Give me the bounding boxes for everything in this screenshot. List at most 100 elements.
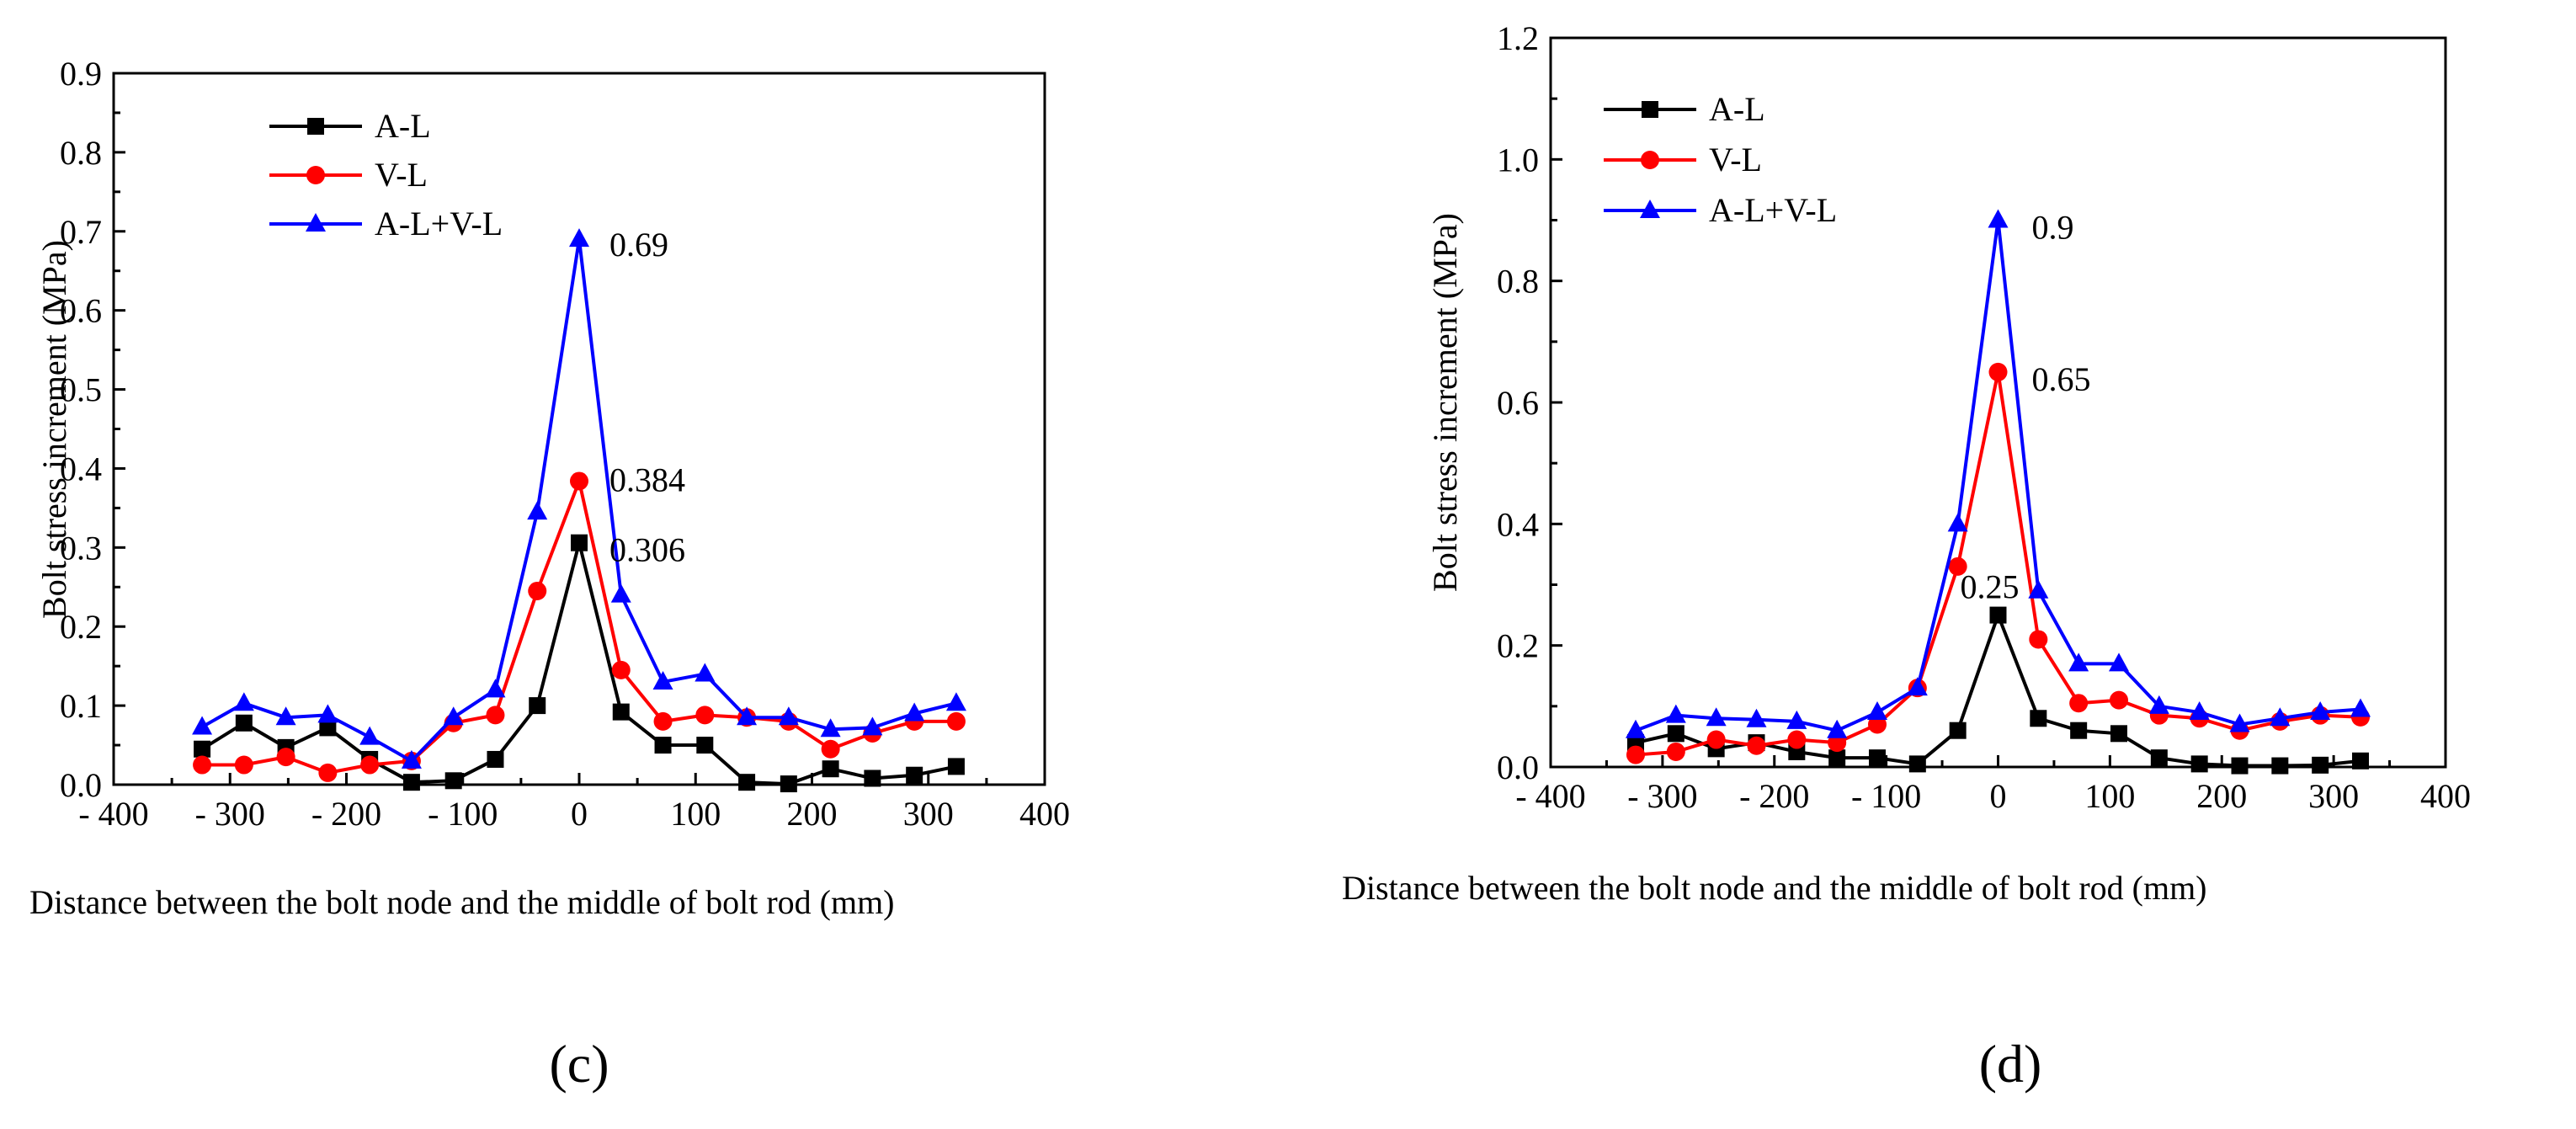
x-tick-label: 400 (2420, 777, 2471, 815)
data-point (820, 718, 841, 738)
x-tick-label: 100 (670, 795, 721, 833)
y-tick-label: 0.0 (1497, 748, 1539, 786)
data-point (780, 775, 797, 793)
data-point (653, 711, 673, 731)
data-point (2310, 701, 2331, 721)
y-tick-label: 1.2 (1497, 19, 1539, 57)
legend-marker (307, 118, 324, 135)
data-point (402, 774, 420, 791)
x-tick-label: 0 (1990, 777, 2007, 815)
data-point (738, 774, 756, 791)
data-point (2270, 707, 2291, 727)
data-point (1948, 557, 1967, 576)
legend-marker (306, 213, 326, 232)
data-point (1949, 722, 1967, 739)
data-point (1868, 749, 1886, 767)
data-point (234, 755, 253, 775)
data-point (1907, 677, 1928, 696)
y-tick-label: 0.2 (60, 608, 102, 646)
data-point (611, 660, 631, 679)
x-tick-label: - 400 (1515, 777, 1585, 815)
data-point (2109, 652, 2130, 672)
series-line-a-l (201, 541, 957, 786)
panel-label: (d) (1979, 1034, 2042, 1094)
data-point (695, 706, 715, 725)
data-point (2352, 752, 2370, 770)
data-label: 0.69 (609, 226, 668, 264)
data-point (1747, 736, 1766, 755)
legend-label: A-L (1709, 90, 1765, 128)
legend: A-L V-L A-L+V-L (1604, 90, 1837, 229)
y-tick-label: 0.4 (60, 450, 102, 487)
annotation-layer: 0.69 0.384 0.306 (609, 226, 685, 569)
data-point (570, 471, 588, 491)
data-point (1988, 209, 2009, 228)
y-axis-ticks: 0.0 0.1 0.2 0.3 0.4 0.5 0.6 0.7 0.8 0.9 (60, 55, 125, 804)
data-point (1666, 742, 1685, 761)
data-point (1667, 725, 1685, 743)
x-tick-label: 400 (1019, 795, 1070, 833)
data-point (2030, 710, 2047, 727)
plot-frame (1549, 36, 2447, 769)
x-axis-label: Distance between the bolt node and the m… (1342, 869, 2207, 907)
legend-label: A-L+V-L (375, 205, 503, 242)
legend-label: V-L (375, 156, 428, 194)
x-tick-label: 300 (903, 795, 954, 833)
data-point (1866, 701, 1887, 721)
data-point (2069, 694, 2089, 713)
x-tick-label: - 200 (1739, 777, 1809, 815)
data-point (2068, 652, 2089, 672)
data-point (2070, 722, 2088, 739)
data-point (862, 716, 883, 736)
y-tick-label: 0.5 (60, 371, 102, 409)
x-tick-label: - 100 (1851, 777, 1921, 815)
data-point (612, 703, 630, 721)
data-point (2148, 695, 2169, 714)
data-point (569, 228, 589, 248)
series-line-v-l (1635, 370, 2361, 757)
data-point (528, 581, 547, 600)
data-point (1787, 730, 1807, 749)
data-point (2110, 725, 2128, 743)
data-point (194, 740, 211, 758)
x-tick-label: - 300 (1627, 777, 1697, 815)
data-point (360, 755, 380, 775)
data-point (529, 697, 546, 715)
y-tick-label: 0.3 (60, 529, 102, 567)
y-tick-label: 0.6 (1497, 384, 1539, 422)
series-line-a-l-v-l (1635, 218, 2361, 732)
data-point (945, 692, 966, 711)
data-point (401, 749, 422, 769)
data-point (822, 760, 839, 778)
data-point (1828, 749, 1846, 767)
x-tick-label: - 200 (311, 795, 381, 833)
series-layer (1625, 209, 2371, 775)
data-label: 0.384 (609, 461, 685, 498)
data-point (193, 755, 212, 775)
data-point (527, 501, 548, 520)
data-point (1989, 606, 2007, 624)
data-point (2189, 701, 2210, 721)
data-label: 0.65 (2032, 360, 2091, 398)
data-point (652, 670, 673, 690)
y-tick-label: 0.8 (1497, 263, 1539, 301)
data-point (1625, 719, 1646, 738)
series-line-a-l-v-l (201, 237, 957, 763)
data-point (906, 766, 923, 784)
x-tick-label: - 300 (195, 795, 265, 833)
data-point (947, 758, 965, 775)
data-point (2110, 690, 2129, 710)
data-label: 0.25 (1961, 568, 2020, 606)
data-point (235, 714, 253, 732)
y-tick-label: 0.8 (60, 134, 102, 172)
data-point (1706, 707, 1727, 727)
data-point (1947, 513, 1968, 532)
data-point (2271, 757, 2289, 775)
data-point (1827, 719, 1848, 738)
x-axis-ticks: - 400 - 300 - 200 - 100 0 100 200 300 400 (78, 773, 1070, 833)
data-point (1908, 755, 1926, 773)
legend-marker (1641, 151, 1659, 169)
x-tick-label: 0 (571, 795, 588, 833)
y-tick-label: 0.6 (60, 292, 102, 330)
data-point (610, 583, 631, 603)
